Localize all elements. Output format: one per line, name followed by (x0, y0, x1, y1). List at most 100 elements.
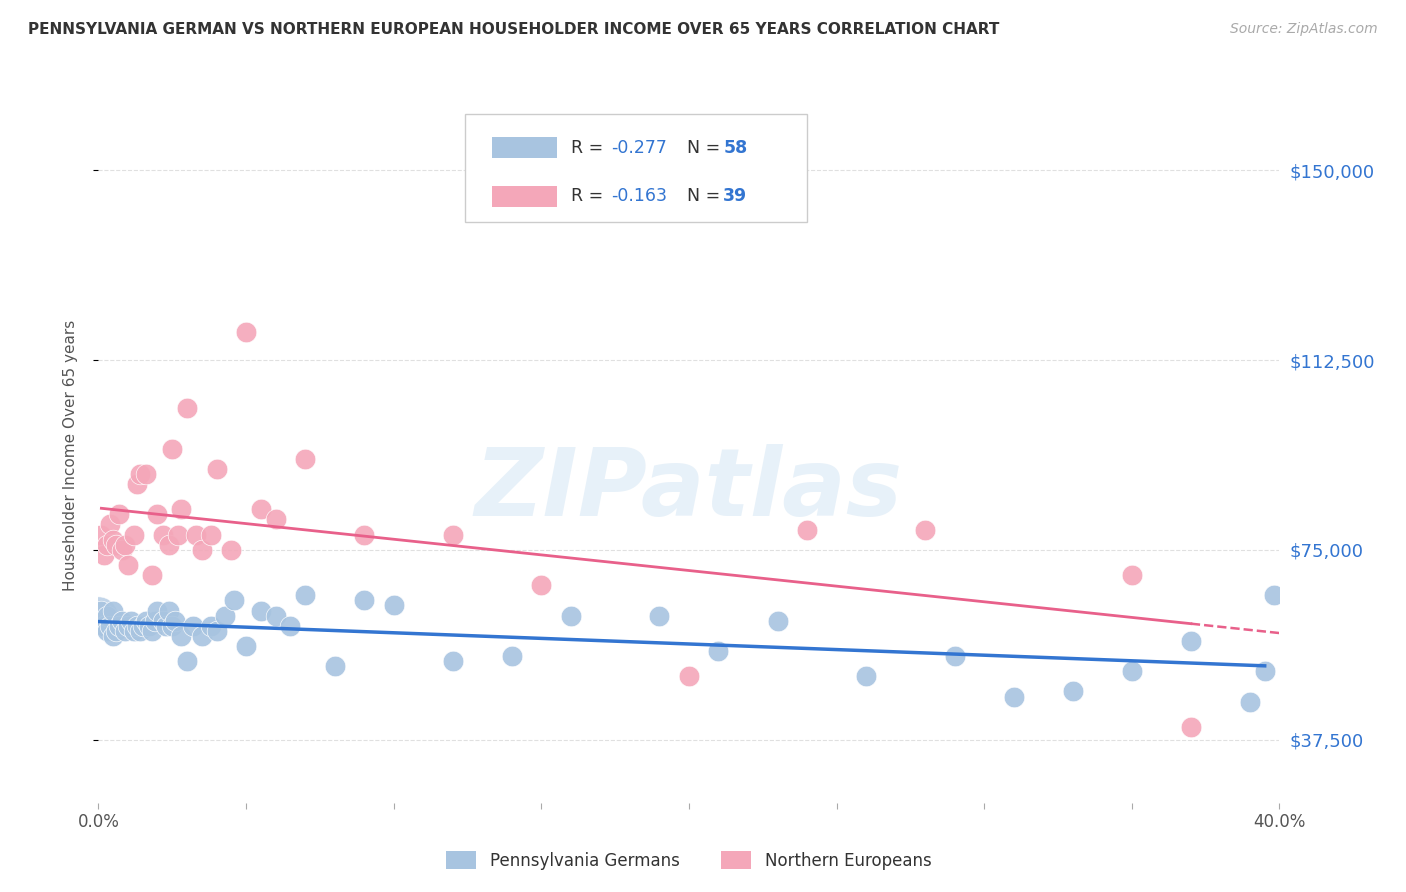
Text: -0.163: -0.163 (612, 187, 666, 205)
Point (1254, 665, 1277, 679)
Point (678, 669, 700, 683)
FancyBboxPatch shape (492, 137, 557, 158)
Point (146, 603, 169, 617)
Point (170, 629, 193, 643)
Point (117, 558, 139, 572)
Point (707, 644, 730, 658)
Point (96, 538, 118, 552)
Point (530, 578, 553, 592)
Point (96, 624, 118, 638)
Point (224, 593, 246, 607)
Point (441, 527, 464, 541)
Point (235, 639, 257, 653)
Point (214, 608, 236, 623)
Point (157, 603, 180, 617)
Point (128, 624, 150, 638)
Point (264, 512, 287, 526)
Point (128, 467, 150, 481)
Point (132, 618, 155, 632)
Point (122, 527, 145, 541)
Point (162, 442, 183, 456)
Point (165, 614, 187, 628)
FancyBboxPatch shape (492, 186, 557, 207)
Text: N =: N = (686, 139, 725, 157)
Point (87, 608, 110, 623)
Point (184, 527, 207, 541)
Point (1121, 568, 1143, 582)
Text: 58: 58 (723, 139, 748, 157)
Point (1180, 633, 1202, 648)
Point (1239, 695, 1261, 709)
Point (141, 568, 163, 582)
Point (501, 648, 523, 663)
Point (93, 618, 115, 632)
Point (323, 659, 346, 673)
Text: -0.277: -0.277 (612, 139, 666, 157)
Point (200, 527, 222, 541)
Point (441, 654, 464, 668)
Point (796, 523, 818, 537)
Point (143, 614, 166, 628)
Point (250, 502, 273, 516)
Point (103, 629, 125, 643)
Point (250, 603, 273, 617)
Point (1263, 588, 1285, 602)
Point (191, 542, 214, 557)
Point (103, 533, 125, 547)
Point (93, 548, 115, 562)
Point (141, 624, 163, 638)
Text: R =: R = (571, 139, 609, 157)
Point (176, 654, 198, 668)
Point (152, 527, 174, 541)
Point (914, 523, 936, 537)
Point (138, 618, 160, 632)
Point (111, 614, 134, 628)
Point (108, 508, 131, 522)
Text: R =: R = (571, 187, 609, 205)
Text: 39: 39 (723, 187, 748, 205)
Point (146, 508, 169, 522)
Point (176, 401, 198, 416)
Point (105, 624, 128, 638)
Point (1180, 720, 1202, 734)
Text: PENNSYLVANIA GERMAN VS NORTHERN EUROPEAN HOUSEHOLDER INCOME OVER 65 YEARS CORREL: PENNSYLVANIA GERMAN VS NORTHERN EUROPEAN… (28, 22, 1000, 37)
Point (219, 542, 242, 557)
Point (114, 624, 136, 638)
FancyBboxPatch shape (464, 114, 807, 222)
Point (943, 648, 966, 663)
Point (114, 538, 136, 552)
Point (108, 618, 131, 632)
Point (117, 618, 139, 632)
Point (111, 542, 134, 557)
Point (1062, 684, 1084, 698)
Point (1002, 690, 1025, 704)
Point (294, 588, 316, 602)
Point (264, 608, 287, 623)
Text: ZIPatlas: ZIPatlas (475, 443, 903, 536)
Point (157, 538, 180, 552)
Point (766, 614, 789, 628)
Point (152, 614, 174, 628)
Point (105, 538, 128, 552)
Point (135, 614, 157, 628)
Point (648, 608, 671, 623)
Point (235, 325, 257, 339)
Point (855, 669, 877, 683)
Text: Source: ZipAtlas.com: Source: ZipAtlas.com (1230, 22, 1378, 37)
Point (125, 618, 148, 632)
Point (170, 502, 193, 516)
Point (1121, 665, 1143, 679)
Point (205, 462, 228, 476)
Point (90, 527, 112, 541)
Point (122, 624, 145, 638)
Point (205, 624, 228, 638)
Point (294, 451, 316, 466)
Point (125, 477, 148, 491)
Point (181, 618, 204, 632)
Point (90, 603, 112, 617)
Point (278, 618, 302, 632)
Point (191, 629, 214, 643)
Y-axis label: Householder Income Over 65 years: Householder Income Over 65 years (63, 319, 77, 591)
Point (353, 527, 375, 541)
Point (120, 614, 142, 628)
